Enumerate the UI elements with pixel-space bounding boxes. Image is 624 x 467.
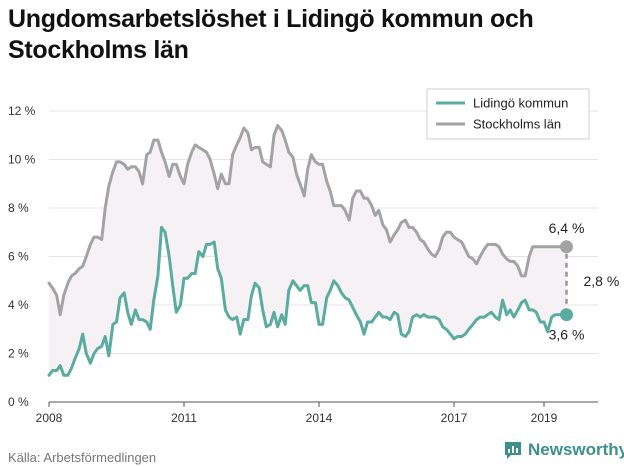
difference-label: 2,8 % [584,273,620,289]
y-tick-label: 6 % [8,250,29,264]
lidingo-end-label: 3,6 % [549,327,585,343]
legend-box [426,88,590,140]
stockholm-end-label: 6,4 % [549,220,585,236]
x-tick-label: 2011 [171,411,197,425]
chart-title: Ungdomsarbetslöshet i Lidingö kommun och… [8,5,534,64]
source-note: Källa: Arbetsförmedlingen [8,450,157,465]
y-tick-label: 10 % [8,153,36,167]
y-tick-label: 4 % [8,298,29,312]
x-tick-label: 2008 [36,411,63,425]
legend-label: Stockholms län [473,117,561,132]
x-tick-label: 2019 [531,411,558,425]
y-tick-label: 12 % [8,104,36,118]
legend-label: Lidingö kommun [473,96,568,111]
brand-logo[interactable]: Newsworthy [503,439,624,461]
legend: Lidingö kommun Stockholms län [426,88,590,140]
stockholm-line [47,124,568,317]
x-tick-label: 2014 [306,411,333,425]
series-lines [47,124,568,377]
brand-name: Newsworthy [528,440,624,459]
lidingo-end-marker [560,308,573,322]
y-tick-label: 0 % [8,395,29,409]
x-tick-label: 2017 [441,411,468,425]
newsworthy-logo-icon [505,442,521,459]
stockholm-end-marker [560,240,573,254]
lidingo-line [47,225,568,377]
y-tick-label: 2 % [8,347,29,361]
y-tick-label: 8 % [8,201,29,215]
gap-band [49,125,567,376]
end-annotations: 6,4 % 3,6 % 2,8 % [549,220,620,343]
